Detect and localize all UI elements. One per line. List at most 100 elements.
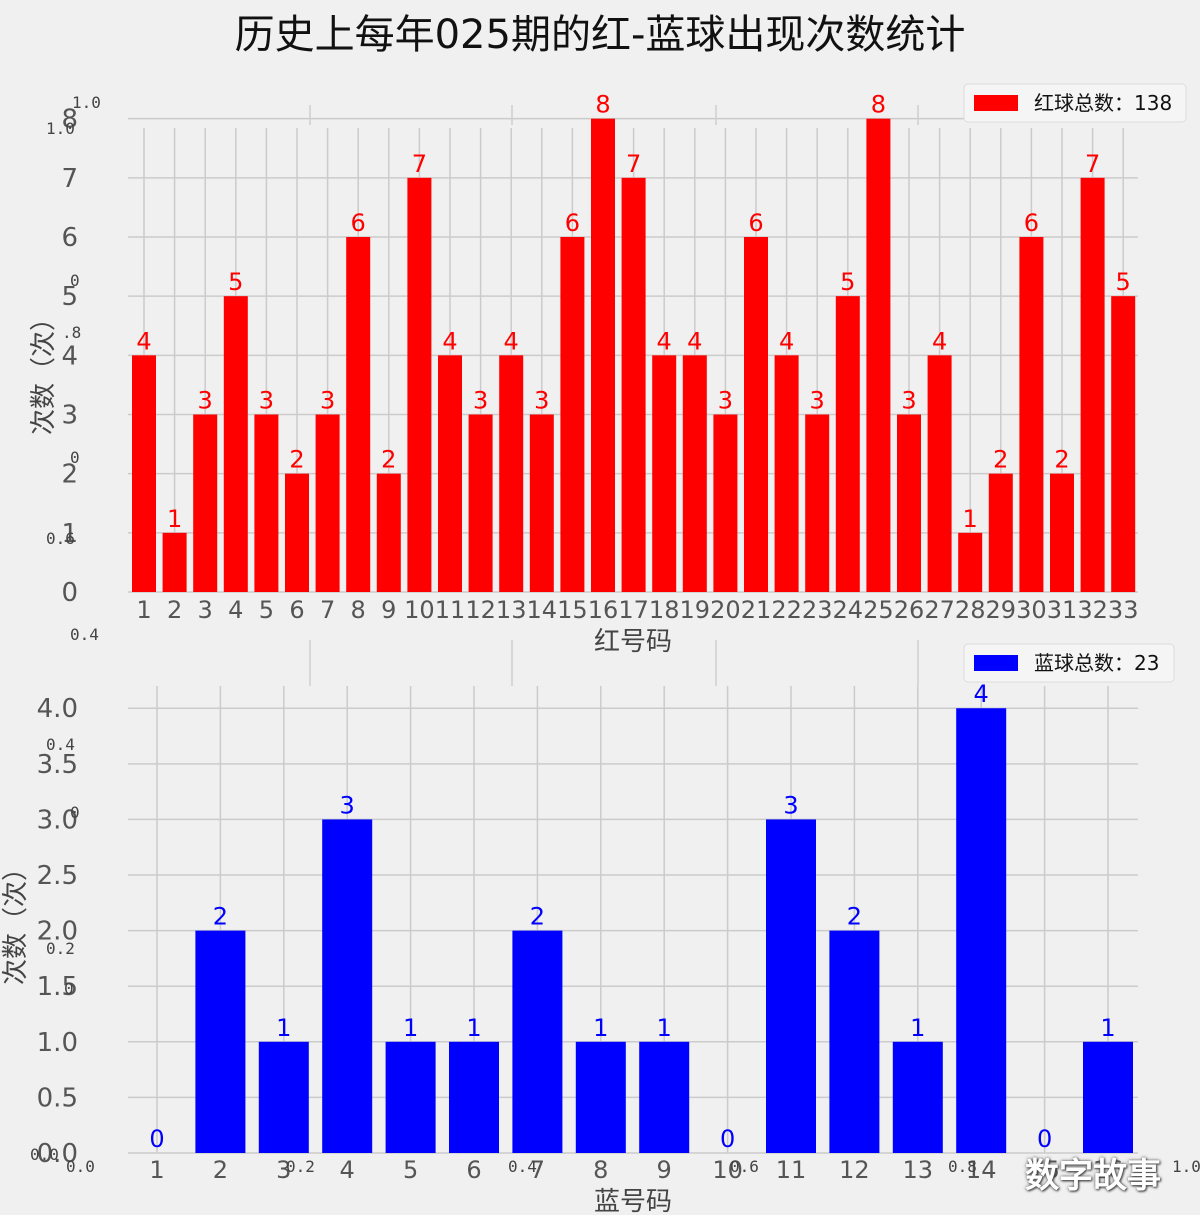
x-tick-label: 20 [710, 596, 741, 624]
x-tick-label: 8 [593, 1156, 608, 1184]
x-tick-label: 23 [802, 596, 833, 624]
data-label: 4 [504, 327, 519, 355]
ghost-tick-label: 0.6 [730, 1157, 759, 1176]
legend-box [963, 83, 1187, 123]
bar [713, 414, 738, 592]
legend-label: 红球总数：138 [1034, 91, 1172, 115]
legend-swatch [974, 655, 1018, 671]
data-label: 2 [993, 446, 1008, 474]
ghost-tick-label: 0 [70, 803, 80, 822]
x-tick-label: 5 [403, 1156, 418, 1184]
x-tick-label: 25 [863, 596, 894, 624]
data-label: 5 [1116, 268, 1131, 296]
bar [766, 819, 816, 1153]
bar [892, 1041, 943, 1153]
data-label: 1 [963, 505, 978, 533]
data-label: 4 [779, 327, 794, 355]
ghost-tick-label: 0.2 [286, 1157, 315, 1176]
y-tick-label: 0 [61, 578, 78, 608]
watermark: 数字故事 [1025, 1156, 1161, 1196]
data-label: 1 [276, 1014, 291, 1042]
ghost-tick-label: 0.2 [46, 939, 75, 958]
x-tick-label: 16 [588, 596, 619, 624]
x-tick-label: 14 [966, 1156, 997, 1184]
x-axis-label: 红号码 [594, 627, 672, 657]
x-tick-label: 2 [167, 596, 182, 624]
legend-swatch [974, 95, 1018, 111]
bar [346, 237, 371, 592]
x-tick-label: 10 [404, 596, 435, 624]
y-tick-label: 4 [61, 341, 78, 371]
bar [1080, 177, 1105, 593]
ghost-tick-label: 0.0 [66, 1157, 95, 1176]
bar [407, 177, 432, 593]
data-label: 3 [198, 387, 213, 415]
x-tick-label: 8 [351, 596, 366, 624]
data-label: 1 [910, 1014, 925, 1042]
bar [193, 414, 218, 592]
red-ball-chart: 0123456784112335435263768297104113124133… [29, 83, 1187, 657]
x-tick-label: 29 [986, 596, 1017, 624]
data-label: 4 [687, 327, 702, 355]
y-tick-label: 8 [61, 105, 78, 135]
data-label: 3 [340, 791, 355, 819]
bar [956, 708, 1007, 1153]
bar [438, 355, 462, 592]
y-tick-label: 6 [61, 223, 78, 253]
bar [897, 414, 921, 592]
ghost-tick-label: .8 [62, 323, 81, 342]
data-label: 8 [595, 91, 610, 119]
x-tick-label: 9 [381, 596, 396, 624]
legend-label: 蓝球总数：23 [1034, 651, 1159, 675]
x-tick-label: 6 [289, 596, 304, 624]
y-axis-label: 次数（次） [29, 305, 59, 435]
data-label: 2 [381, 446, 396, 474]
data-label: 0 [149, 1125, 164, 1153]
data-label: 1 [466, 1014, 481, 1042]
bar [829, 930, 880, 1153]
data-label: 6 [351, 209, 366, 237]
bar [958, 532, 983, 592]
data-label: 2 [213, 903, 228, 931]
data-label: 3 [473, 387, 488, 415]
y-tick-label: 1 [61, 519, 78, 549]
data-label: 4 [974, 680, 989, 708]
data-label: 3 [259, 387, 274, 415]
x-tick-label: 2 [213, 1156, 228, 1184]
ghost-tick-label: 0 [70, 271, 80, 290]
y-tick-label: 0.5 [37, 1083, 78, 1113]
x-tick-label: 12 [839, 1156, 870, 1184]
bar [835, 296, 860, 592]
x-tick-label: 6 [466, 1156, 481, 1184]
x-tick-label: 27 [924, 596, 955, 624]
y-tick-label: 3.0 [37, 805, 78, 835]
data-label: 2 [1054, 446, 1069, 474]
data-label: 8 [871, 91, 886, 119]
bar [162, 532, 187, 592]
bar [988, 473, 1013, 592]
x-tick-label: 16 [1093, 1156, 1124, 1184]
x-axis-label: 蓝号码 [594, 1187, 672, 1215]
data-label: 4 [932, 327, 947, 355]
x-tick-label: 21 [741, 596, 772, 624]
x-tick-label: 9 [657, 1156, 672, 1184]
x-tick-label: 5 [259, 596, 274, 624]
y-tick-label: 5 [61, 282, 78, 312]
x-tick-label: 1 [136, 596, 151, 624]
x-tick-label: 11 [435, 596, 466, 624]
data-label: 1 [167, 505, 182, 533]
data-label: 1 [657, 1014, 672, 1042]
bar [774, 355, 799, 592]
ghost-axis-ticks: 1.01.00.800.60.40.400.200.00.0 0.2 0.4 0.6 0… [30, 93, 1200, 1176]
bar [1019, 237, 1044, 592]
blue-ball-chart: 0.00.51.01.52.02.53.03.54.00122133415162… [1, 643, 1175, 1215]
bar [512, 930, 563, 1153]
data-label: 3 [320, 387, 335, 415]
bar [468, 414, 493, 592]
x-tick-label: 17 [618, 596, 649, 624]
x-tick-label: 11 [776, 1156, 807, 1184]
bar [132, 355, 156, 592]
data-label: 4 [136, 327, 151, 355]
bar [1083, 1041, 1133, 1153]
